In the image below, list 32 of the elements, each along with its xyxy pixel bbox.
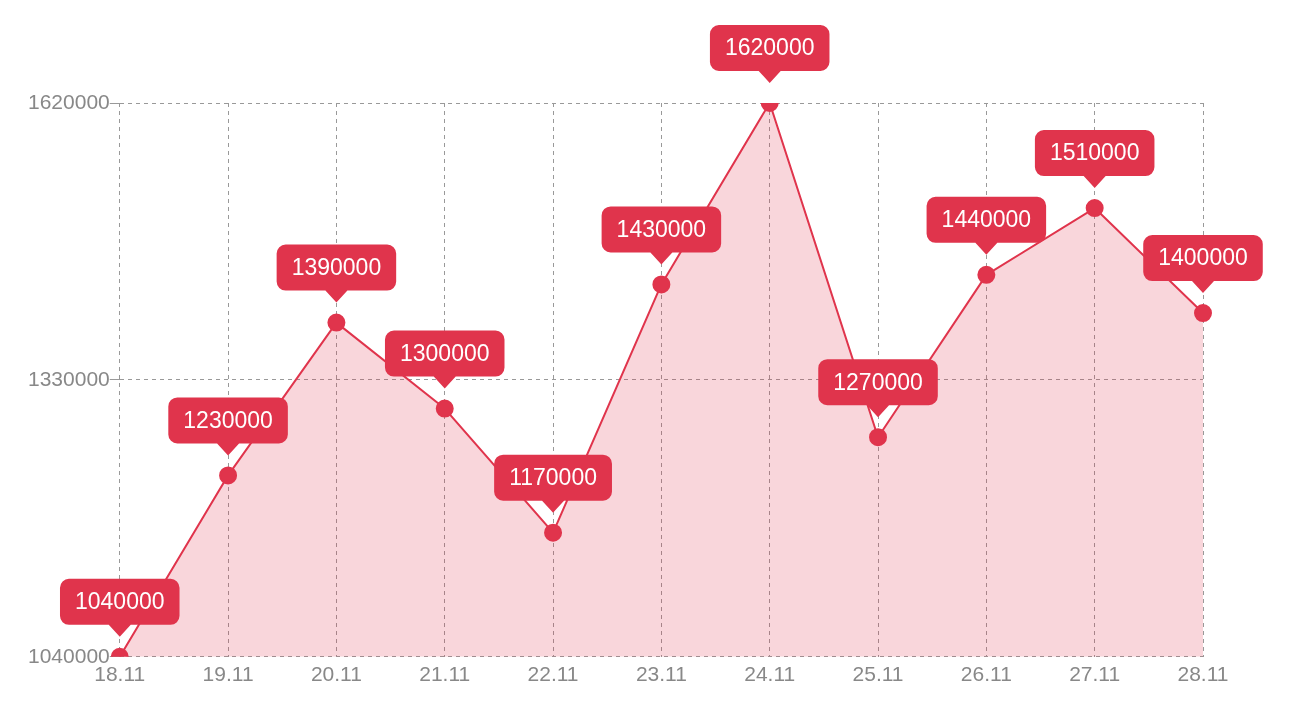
point: [652, 275, 671, 294]
point: [219, 466, 238, 485]
data-label: 1510000: [1049, 139, 1140, 166]
data-label: 1440000: [941, 206, 1032, 233]
x-tick-label: 19.11: [202, 662, 254, 686]
x-tick-label: 26.11: [960, 662, 1012, 686]
x-tick-label: 22.11: [527, 662, 579, 686]
data-label: 1400000: [1158, 244, 1248, 271]
x-tick-label: 28.11: [1177, 662, 1229, 686]
point: [977, 265, 996, 284]
x-tick-label: 20.11: [310, 662, 362, 686]
data-label: 1270000: [833, 368, 923, 395]
data-label: 1040000: [74, 588, 165, 615]
x-tick-label: 27.11: [1069, 662, 1121, 686]
x-tick-label: 24.11: [744, 662, 796, 686]
data-label: 1230000: [183, 406, 273, 433]
x-tick-label: 21.11: [419, 662, 471, 686]
x-tick-label: 25.11: [852, 662, 904, 686]
data-label: 1170000: [509, 464, 597, 491]
point: [1194, 304, 1212, 323]
y-tick-label: 1620000: [27, 89, 110, 113]
point: [1085, 199, 1104, 218]
data-label: 1390000: [291, 253, 382, 280]
data-label: 1430000: [616, 215, 707, 242]
point: [435, 399, 454, 418]
point: [869, 428, 888, 447]
point: [327, 313, 346, 332]
x-tick-label: 23.11: [635, 662, 687, 686]
data-label: 1620000: [724, 34, 815, 61]
y-tick-label: 1330000: [27, 366, 110, 390]
data-label: 1300000: [399, 339, 490, 366]
point: [544, 523, 563, 542]
